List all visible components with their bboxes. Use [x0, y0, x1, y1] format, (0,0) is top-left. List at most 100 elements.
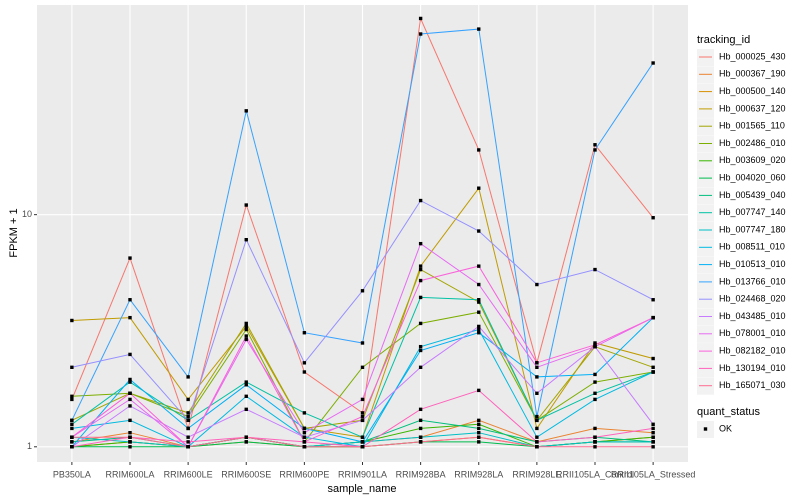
- data-point: [360, 365, 365, 370]
- data-point: [128, 315, 132, 320]
- legend-label: Hb_010513_010: [719, 259, 786, 269]
- data-point: [477, 388, 481, 393]
- data-point: [418, 198, 423, 203]
- data-point: [70, 422, 74, 426]
- x-tick-label: RRIM600PE: [279, 469, 329, 479]
- data-point: [477, 431, 481, 435]
- data-point: [360, 341, 365, 345]
- data-point: [244, 327, 248, 332]
- data-point: [651, 61, 655, 65]
- data-point: [302, 411, 307, 415]
- data-point: [186, 418, 190, 423]
- data-point: [186, 426, 190, 431]
- point-legend-title: quant_status: [697, 406, 760, 418]
- legend-title: tracking_id: [697, 34, 750, 46]
- data-point: [418, 440, 423, 444]
- data-point: [593, 397, 597, 402]
- data-point: [477, 300, 481, 304]
- data-point: [244, 440, 248, 444]
- data-point: [651, 445, 655, 449]
- data-point: [477, 435, 481, 439]
- data-point: [128, 256, 132, 260]
- data-point: [418, 264, 423, 268]
- data-point: [128, 440, 132, 444]
- data-point: [186, 375, 190, 379]
- data-point: [477, 264, 481, 268]
- data-point: [593, 343, 597, 347]
- data-point: [477, 229, 481, 233]
- legend-label: Hb_000025_430: [719, 51, 786, 61]
- data-point: [593, 267, 597, 272]
- data-point: [360, 414, 365, 419]
- data-point: [477, 327, 481, 332]
- data-point: [535, 440, 539, 444]
- data-point: [418, 267, 423, 272]
- data-point: [418, 435, 423, 439]
- data-point: [70, 418, 74, 423]
- data-point: [477, 282, 481, 287]
- data-point: [593, 341, 597, 345]
- data-point: [244, 324, 248, 329]
- data-point: [477, 298, 481, 302]
- data-point: [418, 348, 423, 353]
- data-point: [418, 278, 423, 283]
- data-point: [302, 370, 307, 374]
- y-tick-label: 10: [22, 209, 32, 219]
- data-point: [535, 445, 539, 449]
- point-legend-swatch: [703, 427, 708, 431]
- data-point: [186, 411, 190, 415]
- legend-label: Hb_008511_010: [719, 242, 785, 252]
- data-point: [535, 375, 539, 379]
- legend-label: Hb_013766_010: [719, 276, 786, 286]
- y-axis-title: FPKM + 1: [8, 208, 20, 257]
- data-point: [70, 394, 74, 399]
- data-point: [651, 431, 655, 435]
- data-point: [360, 445, 365, 449]
- data-point: [593, 143, 597, 147]
- x-tick-label: PB350LA: [53, 469, 91, 479]
- data-point: [535, 414, 539, 419]
- data-point: [70, 440, 74, 444]
- data-point: [477, 148, 481, 152]
- data-point: [186, 435, 190, 439]
- data-point: [418, 365, 423, 370]
- data-point: [128, 418, 132, 423]
- x-tick-label: RRIM928BA: [396, 469, 446, 479]
- x-tick-label: RRIM928LA: [454, 469, 503, 479]
- data-point: [593, 435, 597, 439]
- data-point: [244, 407, 248, 412]
- data-point: [70, 397, 74, 402]
- data-point: [477, 324, 481, 329]
- data-point: [302, 440, 307, 444]
- data-point: [302, 431, 307, 435]
- x-tick-label: RRIM600SE: [221, 469, 271, 479]
- data-point: [244, 109, 248, 113]
- legend-label: Hb_078001_010: [719, 328, 786, 338]
- x-tick-label: RRIM600LA: [105, 469, 154, 479]
- data-point: [418, 418, 423, 423]
- legend-label: Hb_004020_060: [719, 172, 786, 182]
- data-point: [302, 435, 307, 439]
- data-point: [593, 344, 597, 349]
- legend-label: Hb_082182_010: [719, 345, 786, 355]
- data-point: [244, 337, 248, 342]
- legend-label: Hb_000367_190: [719, 69, 786, 79]
- data-point: [244, 237, 248, 242]
- data-point: [186, 414, 190, 419]
- legend-label: Hb_000637_120: [719, 103, 786, 113]
- data-point: [477, 186, 481, 190]
- data-point: [302, 361, 307, 365]
- data-point: [360, 289, 365, 293]
- data-point: [477, 426, 481, 431]
- data-point: [128, 380, 132, 384]
- data-point: [360, 435, 365, 439]
- legend-label: Hb_002486_010: [719, 138, 786, 148]
- data-point: [535, 418, 539, 423]
- data-point: [477, 27, 481, 31]
- data-point: [302, 426, 307, 431]
- x-tick-label: RRII105LA_Control: [556, 469, 634, 479]
- data-point: [477, 422, 481, 426]
- data-point: [593, 372, 597, 377]
- data-point: [535, 435, 539, 439]
